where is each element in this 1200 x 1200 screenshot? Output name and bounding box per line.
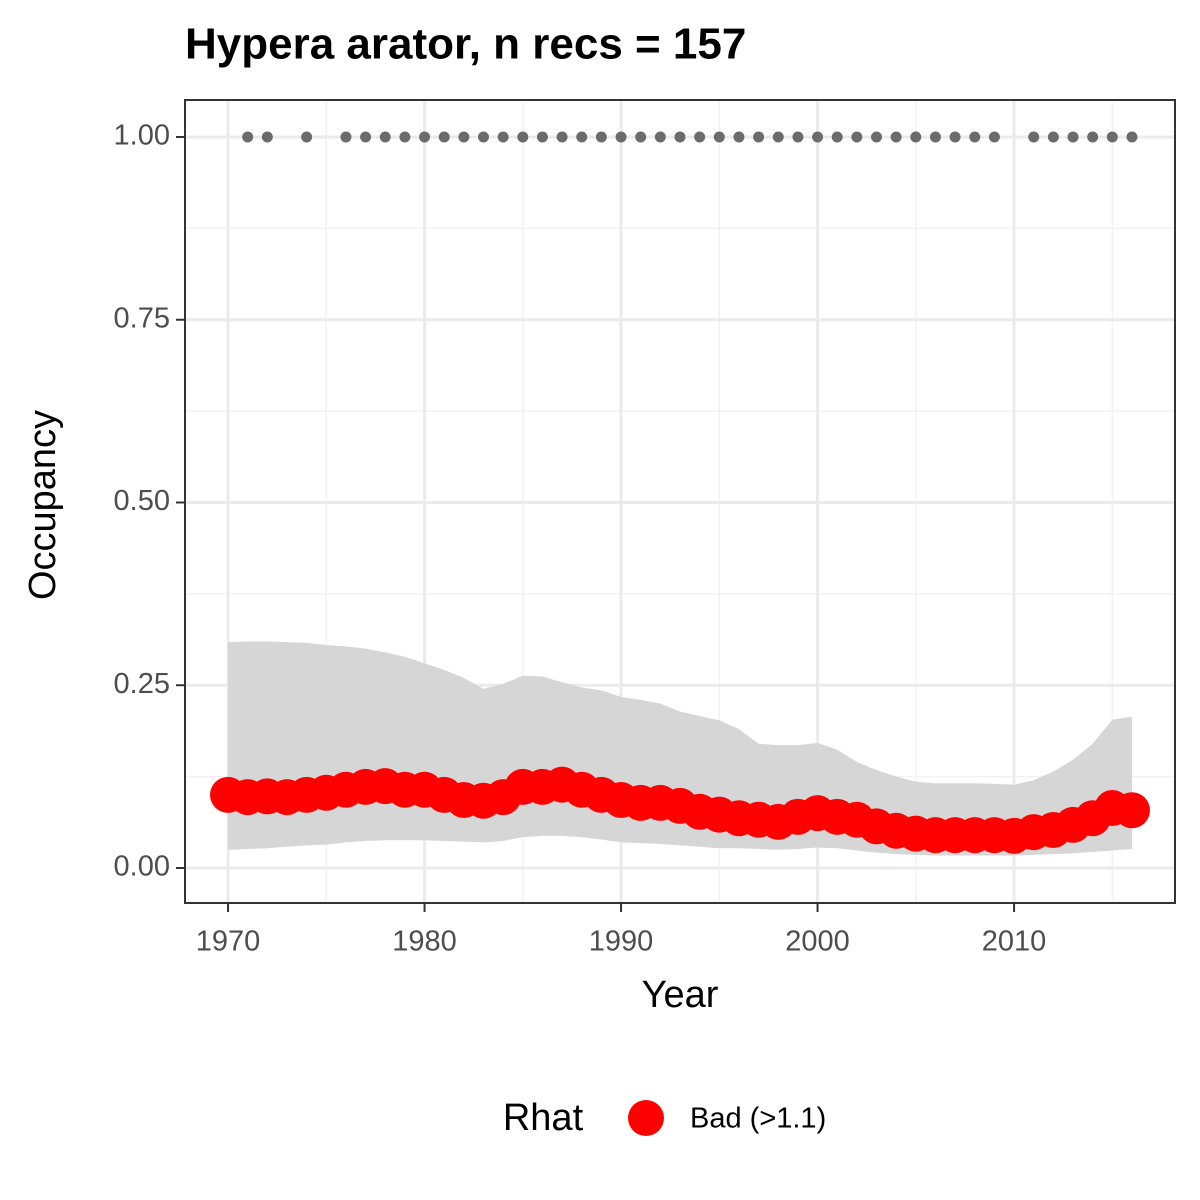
record-point	[536, 131, 548, 143]
chart-title: Hypera arator, n recs = 157	[185, 20, 746, 69]
record-point	[517, 131, 529, 143]
record-point	[1047, 131, 1059, 143]
record-point	[929, 131, 941, 143]
record-point	[595, 131, 607, 143]
record-point	[1126, 131, 1138, 143]
record-point	[772, 131, 784, 143]
record-point	[851, 131, 863, 143]
record-point	[1106, 131, 1118, 143]
y-tick-label: 0.00	[114, 851, 170, 883]
record-point	[477, 131, 489, 143]
record-point	[1067, 131, 1079, 143]
record-point	[379, 131, 391, 143]
record-point	[497, 131, 509, 143]
record-point	[871, 131, 883, 143]
record-point	[1028, 131, 1040, 143]
record-point	[556, 131, 568, 143]
record-point	[654, 131, 666, 143]
legend-label: Bad (>1.1)	[690, 1103, 826, 1135]
x-tick-label: 1980	[392, 926, 457, 958]
record-point	[340, 131, 352, 143]
y-tick-label: 0.75	[114, 302, 170, 334]
record-point	[694, 131, 706, 143]
legend-title: Rhat	[503, 1097, 584, 1139]
record-point	[242, 131, 254, 143]
record-point	[910, 131, 922, 143]
record-point	[988, 131, 1000, 143]
x-axis-label: Year	[642, 974, 719, 1016]
panel-border	[184, 99, 1176, 904]
record-point	[360, 131, 372, 143]
record-point	[890, 131, 902, 143]
data-point	[1113, 792, 1150, 829]
record-point	[812, 131, 824, 143]
record-point	[635, 131, 647, 143]
record-point	[949, 131, 961, 143]
record-point	[831, 131, 843, 143]
record-point	[261, 131, 273, 143]
record-point	[753, 131, 765, 143]
y-tick-label: 0.50	[114, 485, 170, 517]
x-tick-label: 2010	[982, 926, 1047, 958]
record-point	[1087, 131, 1099, 143]
record-point	[458, 131, 470, 143]
record-point	[615, 131, 627, 143]
legend-marker	[628, 1100, 664, 1136]
y-axis-label: Occupancy	[22, 410, 64, 600]
x-tick-label: 2000	[785, 926, 850, 958]
record-point	[438, 131, 450, 143]
record-point	[713, 131, 725, 143]
record-point	[733, 131, 745, 143]
record-point	[399, 131, 411, 143]
x-tick-label: 1990	[589, 926, 654, 958]
record-point	[969, 131, 981, 143]
record-point	[792, 131, 804, 143]
x-tick-label: 1970	[196, 926, 261, 958]
record-point	[576, 131, 588, 143]
record-point	[419, 131, 431, 143]
record-point	[301, 131, 313, 143]
y-tick-label: 1.00	[114, 120, 170, 152]
y-tick-label: 0.25	[114, 668, 170, 700]
record-point	[674, 131, 686, 143]
